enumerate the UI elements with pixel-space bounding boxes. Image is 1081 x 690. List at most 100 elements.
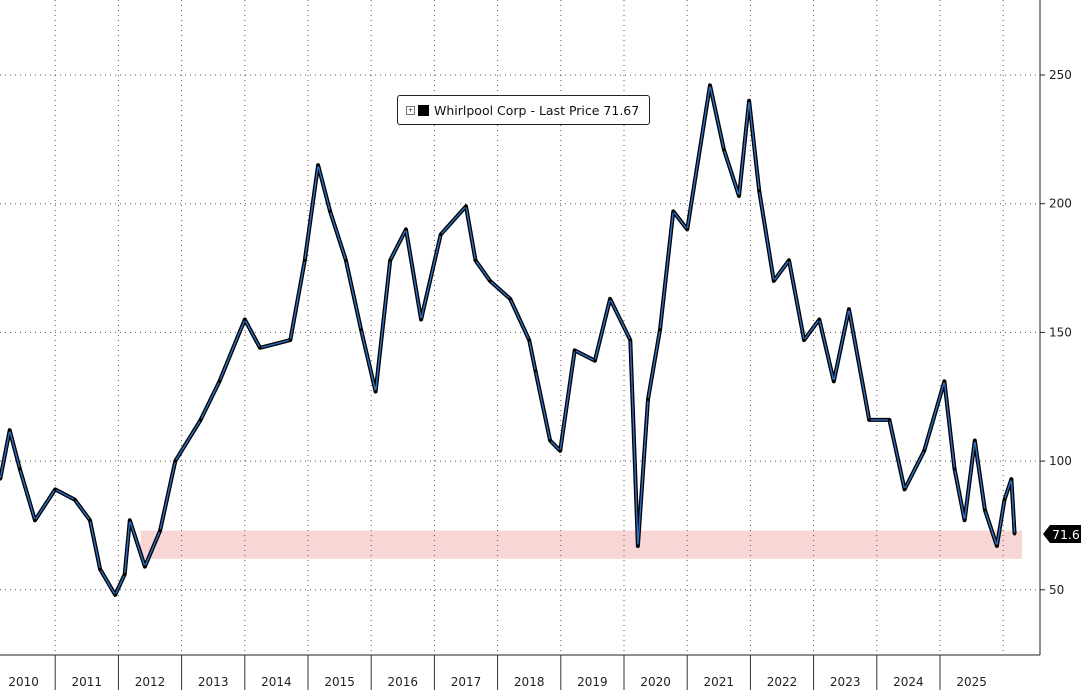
data-point — [53, 487, 57, 491]
data-point — [374, 390, 378, 394]
data-point — [128, 518, 132, 522]
data-point — [1002, 498, 1006, 502]
data-point — [558, 449, 562, 453]
data-point — [817, 318, 821, 322]
data-point — [488, 279, 492, 283]
data-point — [288, 338, 292, 342]
data-point — [258, 346, 262, 350]
data-point — [802, 338, 806, 342]
y-tick-label: 150 — [1049, 325, 1072, 339]
data-point — [757, 189, 761, 193]
data-point — [439, 233, 443, 237]
x-tick-label: 2010 — [8, 675, 39, 689]
data-point — [388, 258, 392, 262]
data-point — [158, 529, 162, 533]
x-tick-label: 2015 — [324, 675, 355, 689]
data-point — [527, 338, 531, 342]
legend-swatch — [418, 104, 429, 116]
data-point — [685, 227, 689, 231]
data-point — [963, 518, 967, 522]
data-point — [1013, 532, 1017, 536]
x-tick-label: 2012 — [135, 675, 166, 689]
data-point — [608, 297, 612, 301]
data-point — [942, 379, 946, 383]
x-tick-label: 2011 — [72, 675, 103, 689]
x-tick-label: 2022 — [767, 675, 798, 689]
support-band — [140, 530, 1022, 559]
data-point — [548, 439, 552, 443]
x-tick-label: 2020 — [640, 675, 671, 689]
data-point — [973, 439, 977, 443]
data-point — [328, 209, 332, 213]
data-point — [847, 307, 851, 311]
data-point — [404, 227, 408, 231]
y-tick-label: 250 — [1049, 68, 1072, 82]
x-tick-label: 2018 — [514, 675, 545, 689]
data-point — [113, 593, 117, 597]
data-point — [218, 379, 222, 383]
x-tick-label: 2013 — [198, 675, 229, 689]
data-point — [887, 418, 891, 422]
legend[interactable]: + Whirlpool Corp - Last Price 71.67 — [397, 95, 651, 125]
data-point — [508, 297, 512, 301]
data-point — [8, 428, 12, 432]
data-point — [303, 258, 307, 262]
data-point — [243, 318, 247, 322]
y-tick-label: 200 — [1049, 197, 1072, 211]
data-point — [534, 369, 538, 373]
data-point — [143, 565, 147, 569]
y-tick-label: 50 — [1049, 583, 1064, 597]
x-tick-label: 2017 — [451, 675, 482, 689]
last-price-label: 71.67 — [1052, 527, 1081, 542]
data-point — [73, 498, 77, 502]
expand-icon[interactable]: + — [406, 105, 415, 115]
data-point — [316, 163, 320, 167]
data-point — [787, 258, 791, 262]
x-tick-label: 2014 — [261, 675, 292, 689]
x-tick-label: 2023 — [830, 675, 861, 689]
data-point — [772, 279, 776, 283]
data-point — [903, 487, 907, 491]
data-point — [737, 194, 741, 198]
last-price-tag — [1043, 525, 1081, 544]
data-point — [747, 99, 751, 103]
data-point — [123, 572, 127, 576]
data-point — [344, 258, 348, 262]
data-point — [419, 318, 423, 322]
x-tick-label: 2025 — [956, 675, 987, 689]
data-point — [722, 148, 726, 152]
data-point — [199, 418, 203, 422]
data-point — [636, 544, 640, 548]
x-tick-label: 2016 — [388, 675, 419, 689]
data-point — [953, 467, 957, 471]
data-point — [359, 328, 363, 332]
x-tick-label: 2019 — [577, 675, 608, 689]
data-point — [18, 467, 22, 471]
data-point — [995, 544, 999, 548]
data-point — [473, 258, 477, 262]
data-point — [593, 359, 597, 363]
data-point — [646, 397, 650, 401]
y-tick-label: 100 — [1049, 454, 1072, 468]
data-point — [88, 518, 92, 522]
data-point — [867, 418, 871, 422]
x-tick-label: 2021 — [704, 675, 735, 689]
data-point — [464, 204, 468, 208]
price-line — [0, 83, 1017, 597]
price-line-highlight — [0, 84, 1016, 596]
data-point — [832, 379, 836, 383]
data-point — [33, 518, 37, 522]
data-point — [658, 328, 662, 332]
data-point — [173, 459, 177, 463]
data-point — [628, 338, 632, 342]
data-point — [708, 83, 712, 87]
legend-label: Whirlpool Corp - Last Price 71.67 — [434, 102, 640, 118]
data-point — [671, 209, 675, 213]
data-point — [573, 348, 577, 352]
data-point — [1009, 477, 1013, 481]
data-point — [983, 508, 987, 512]
data-point — [922, 449, 926, 453]
data-point — [0, 477, 2, 481]
x-tick-label: 2024 — [893, 675, 924, 689]
